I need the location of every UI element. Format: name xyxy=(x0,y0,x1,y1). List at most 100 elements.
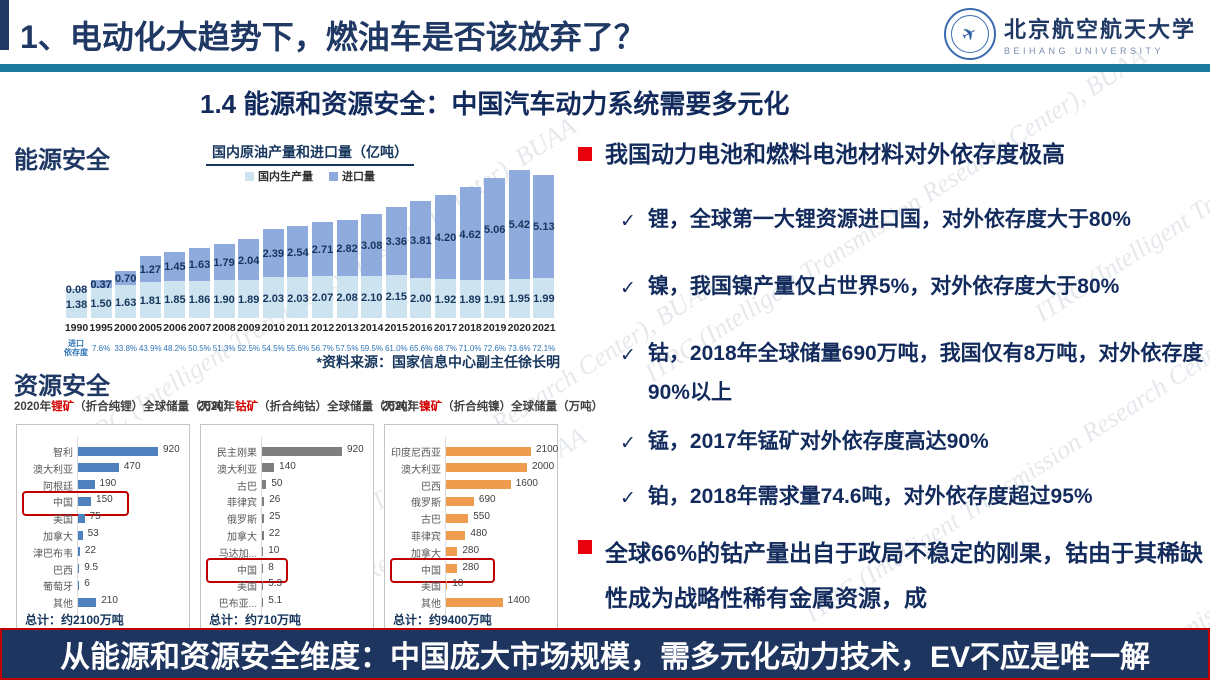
domestic-bar-segment xyxy=(139,281,161,318)
title-accent-bar xyxy=(0,0,9,50)
value-label: 920 xyxy=(347,444,364,455)
total-label: 总计：约9400万吨 xyxy=(393,613,492,627)
value-bar xyxy=(446,496,474,506)
value-bar xyxy=(262,496,265,506)
import-value-label: 1.45 xyxy=(164,261,186,274)
check-item: ✓ 锂，全球第一大锂资源进口国，对外依存度大于80% xyxy=(620,201,1206,240)
year-label: 2012 xyxy=(310,322,335,334)
category-label: 其他 xyxy=(53,599,73,611)
axis-line xyxy=(261,437,262,621)
dependency-label-line2: 依存度 xyxy=(64,348,88,358)
import-value-label: 2.04 xyxy=(237,254,260,267)
import-bar-segment xyxy=(484,177,506,280)
category-label: 美国 xyxy=(53,515,73,527)
check-icon: ✓ xyxy=(620,432,636,454)
oil-chart-legend: 国内生产量 进口量 xyxy=(245,168,375,184)
value-label: 53 xyxy=(87,528,99,539)
value-label: 22 xyxy=(84,544,97,556)
value-bar xyxy=(78,480,95,490)
value-bar xyxy=(446,480,511,490)
value-bar xyxy=(78,530,83,540)
check-icon: ✓ xyxy=(620,488,636,510)
dependency-value: 54.5% xyxy=(261,344,285,353)
value-bar xyxy=(262,564,264,574)
value-label: 1600 xyxy=(515,477,538,489)
import-value-label: 4.20 xyxy=(434,232,457,245)
axis-line xyxy=(445,437,446,621)
import-bar-segment xyxy=(262,229,284,278)
domestic-value-label: 2.07 xyxy=(311,292,334,305)
domestic-bar-segment xyxy=(385,274,407,318)
check-item: ✓ 铂，2018年需求量74.6吨，对外依存度超过95% xyxy=(620,478,1206,517)
check-item: ✓ 镍，我国镍产量仅占世界5%，对外依存度大于80% xyxy=(620,268,1206,307)
category-label: 巴西 xyxy=(421,481,441,493)
value-bar xyxy=(78,513,85,523)
mineral-chart-title: 2020年锂矿（折合纯锂）全球储量（万吨） xyxy=(14,401,236,413)
year-label: 2014 xyxy=(360,322,384,334)
category-label: 美国 xyxy=(237,582,257,594)
domestic-bar-segment xyxy=(90,287,112,318)
value-label: 10 xyxy=(452,578,464,590)
domestic-bar-segment xyxy=(189,280,210,318)
domestic-bar-segment xyxy=(66,290,87,318)
check-list: ✓ 锂，全球第一大锂资源进口国，对外依存度大于80% ✓ 镍，我国镍产量仅占世界5%，… xyxy=(620,201,1206,517)
dependency-row-label: 进口 依存度 xyxy=(62,339,90,357)
mineral-chart-title: 2020年钴矿（折合纯钴）全球储量（万吨） xyxy=(198,401,420,413)
dependency-value: 71.0% xyxy=(458,344,482,353)
import-value-label: 3.36 xyxy=(385,236,407,249)
import-bar-segment xyxy=(336,219,358,277)
domestic-value-label: 2.03 xyxy=(287,292,309,305)
value-label: 75 xyxy=(89,511,101,523)
value-bar xyxy=(446,513,469,523)
domestic-value-label: 2.15 xyxy=(385,291,407,304)
category-label: 中国 xyxy=(53,498,73,510)
year-label: 2007 xyxy=(187,322,212,334)
import-value-label: 0.37 xyxy=(90,279,112,292)
value-bar xyxy=(446,564,458,574)
import-value-label: 2.82 xyxy=(336,242,358,255)
resource-security-label: 资源安全 xyxy=(14,373,110,400)
value-label: 150 xyxy=(96,494,113,506)
domestic-bar-segment xyxy=(312,276,333,318)
right-panel: 我国动力电池和燃料电池材料对外依存度极高 ✓ 锂，全球第一大锂资源进口国，对外依存… xyxy=(578,138,1206,621)
value-bar xyxy=(262,446,342,456)
import-value-label: 5.42 xyxy=(508,219,530,232)
import-bar-segment xyxy=(312,221,333,277)
category-label: 津巴布韦 xyxy=(33,548,73,560)
category-label: 加拿大 xyxy=(411,548,441,560)
domestic-value-label: 1.99 xyxy=(533,293,555,306)
import-value-label: 1.63 xyxy=(188,259,211,272)
dependency-value: 55.6% xyxy=(286,344,310,353)
domestic-bar-segment xyxy=(435,279,456,318)
value-bar xyxy=(262,597,264,607)
year-label: 2000 xyxy=(114,322,138,334)
bullet1-text: 我国动力电池和燃料电池材料对外依存度极高 xyxy=(605,141,1065,167)
value-label: 5.1 xyxy=(268,595,283,607)
check-icon: ✓ xyxy=(620,278,636,300)
dependency-label-line1: 进口 xyxy=(68,339,84,348)
dependency-value: 50.5% xyxy=(188,344,211,353)
university-logo: ✈ 北京航空航天大学 BEIHANG UNIVERSITY xyxy=(943,8,1196,60)
domestic-value-label: 2.10 xyxy=(360,291,383,304)
import-value-label: 0.70 xyxy=(114,273,137,286)
dependency-value: 72.1% xyxy=(532,344,556,353)
dependency-value: 68.7% xyxy=(434,344,457,353)
import-bar-segment xyxy=(66,288,87,291)
axis-line xyxy=(77,437,78,621)
year-label: 2010 xyxy=(261,322,285,334)
domestic-bar-segment xyxy=(287,277,309,318)
year-label: 2009 xyxy=(237,322,261,334)
oil-chart-plot: 1.38 0.08 1990 1.50 0.37 1995 7.6% 1.63 0.70 2000… xyxy=(62,136,558,371)
import-bar-segment xyxy=(410,201,432,278)
import-bar-segment xyxy=(287,226,309,278)
import-value-label: 0.08 xyxy=(65,284,88,297)
check-item-text: 钴，2018年全球储量690万吨，我国仅有8万吨，对外依存度90%以上 xyxy=(647,341,1204,404)
logo-en-text: BEIHANG UNIVERSITY xyxy=(1003,46,1165,56)
category-label: 中国 xyxy=(421,565,441,577)
domestic-value-label: 2.03 xyxy=(262,292,284,305)
dependency-value: 59.5% xyxy=(360,344,384,353)
category-label: 阿根廷 xyxy=(43,481,73,493)
import-value-label: 3.08 xyxy=(360,239,383,252)
value-bar xyxy=(262,530,264,540)
domestic-bar-segment xyxy=(238,280,260,318)
